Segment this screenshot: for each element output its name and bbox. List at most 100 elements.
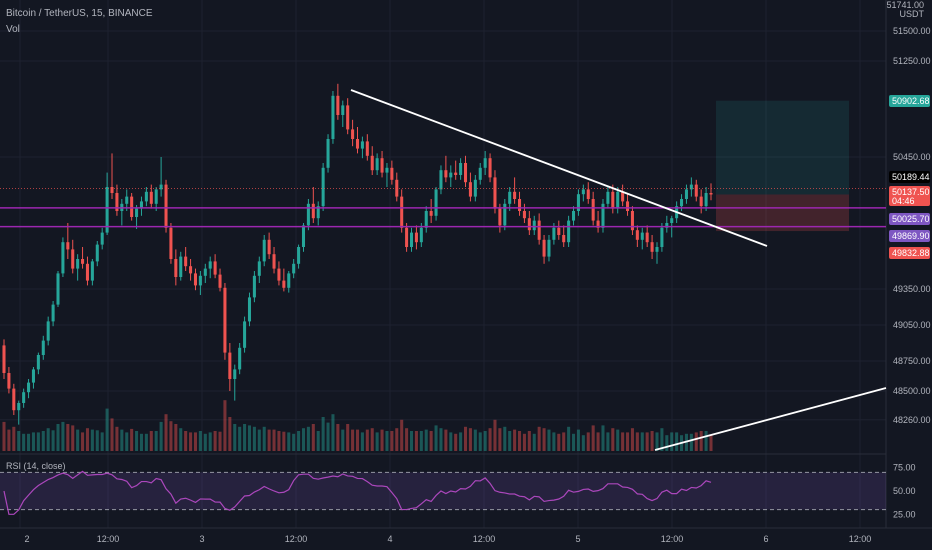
candle-body [169,227,173,259]
candle-body [601,203,605,228]
candle-body [85,263,89,281]
volume-bar [346,424,350,451]
volume-bar [527,431,531,451]
rsi-label: RSI (14, close) [6,461,66,471]
symbol-title: Bitcoin / TetherUS, 15, BINANCE [6,8,153,19]
candle-body [621,191,625,202]
candle-body [414,232,418,243]
volume-bar [2,421,6,451]
volume-bar [12,426,16,451]
volume-bar [463,426,468,451]
candle-body [572,211,576,221]
candle-body [179,256,183,277]
volume-bar [488,428,492,451]
candle-body [360,141,364,149]
volume-bar [198,431,202,451]
volume-bar [76,429,80,451]
candle-body [267,239,271,255]
candle-body [100,232,104,245]
candle-body [409,232,414,247]
candle-body [228,352,232,379]
volume-bar [56,424,60,451]
candle-body [680,199,684,207]
volume-bar [331,414,335,451]
volume-bar [532,433,536,451]
candle-body [81,259,85,264]
volume-bar [115,426,119,451]
volume-bar [522,433,526,451]
volume-bar [297,431,301,451]
candle-body [444,170,448,178]
candle-body [655,247,659,252]
countdown-label: 04:46 [892,196,915,206]
price-tag-label: 50137.50 [892,187,930,197]
volume-bar [596,432,600,451]
candle-body [586,189,590,199]
candle-body [17,403,21,411]
candle-body [645,232,649,243]
volume-bar [105,408,109,451]
candle-body [12,388,16,411]
candle-body [301,225,306,247]
candle-body [31,369,35,383]
volume-bar [655,432,659,451]
volume-bar [144,433,148,451]
volume-bar [616,429,620,451]
volume-bar [370,428,374,451]
candle-body [439,170,443,190]
price-tick-label: 48500.00 [893,386,931,396]
rsi-band [0,472,886,510]
volume-bar [355,429,360,451]
candle-body [532,220,536,231]
price-tag [889,171,930,183]
volume-bar [164,414,168,451]
candle-body [630,211,634,231]
volume-bar [434,425,438,451]
volume-bar [311,424,315,451]
candle-body [503,203,507,226]
volume-bar [508,431,512,451]
candle-body [292,263,296,274]
candle-body [346,105,350,130]
volume-bar [233,424,237,451]
volume-bar [316,431,320,451]
volume-bar [125,432,129,451]
candle-body [46,321,50,341]
candle-body [478,167,482,180]
candle-body [454,172,458,175]
candle-body [208,261,212,269]
time-tick-label: 12:00 [849,534,872,544]
candle-body [164,184,168,228]
volume-bar [449,432,453,451]
candle-body [635,230,639,240]
candle-body [522,211,526,219]
candle-body [542,239,546,257]
volume-bar [557,433,561,451]
price-tag-label: 50189.44 [892,172,930,182]
volume-bar [468,428,472,451]
candle-body [193,273,198,286]
candle-body [552,227,556,240]
volume-bar [51,430,55,451]
volume-bar [630,428,634,451]
candle-body [567,220,571,243]
volume-bar [321,417,325,451]
ascending-trendline [654,387,887,451]
candle-body [557,227,561,235]
volume-bar [193,432,198,451]
volume-bar [95,430,99,451]
candle-body [488,158,492,178]
volume-bar [581,435,585,451]
volume-bar [110,418,114,451]
candle-body [463,163,468,183]
candle-body [233,369,237,379]
volume-bar [189,432,193,451]
candle-body [56,273,60,305]
candle-body [174,259,178,277]
volume-bar [139,433,143,451]
rsi-tick-label: 75.00 [893,463,916,473]
position-stop-zone [716,194,849,232]
